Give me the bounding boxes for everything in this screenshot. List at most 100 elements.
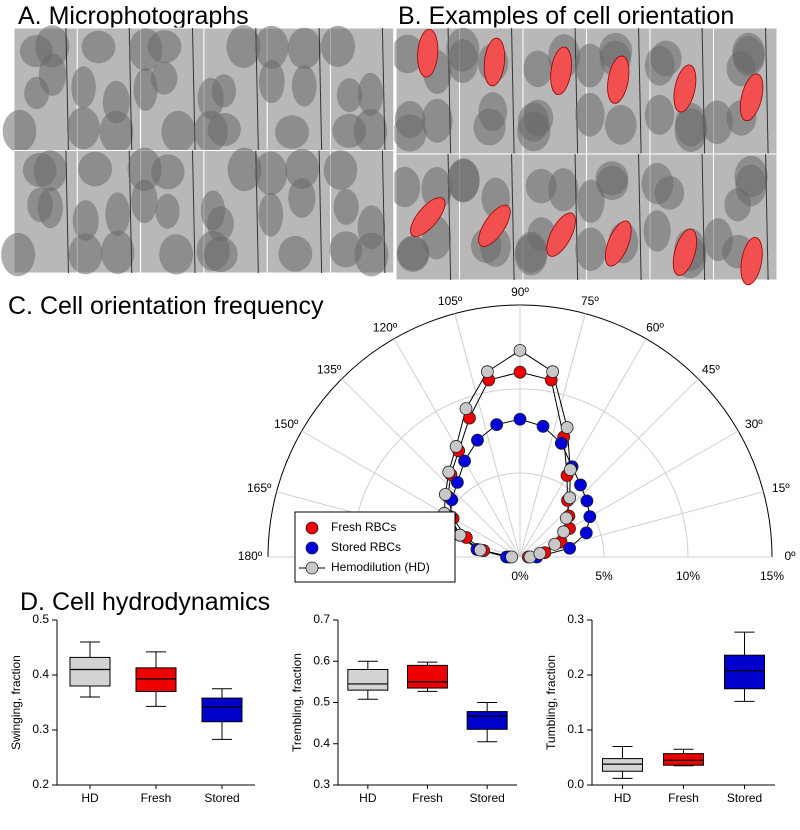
y-tick-label: 0.7 [313, 612, 330, 626]
photo-cell [19, 35, 53, 68]
photo-cell [446, 27, 480, 72]
r-tick-label: 0% [511, 569, 529, 583]
photo-cell [674, 108, 708, 152]
oriented-cell [410, 197, 446, 237]
photo-cell [548, 168, 579, 212]
panel-title: A. Microphotographs [18, 2, 249, 30]
series-point [546, 365, 560, 379]
box [69, 656, 111, 687]
oriented-cell [607, 55, 630, 104]
photo-cell [525, 168, 557, 204]
photo-cell [288, 177, 316, 218]
photo-cell [515, 231, 548, 273]
photo-cell [131, 179, 158, 224]
theta-tick-label: 180º [238, 549, 263, 563]
series-point [473, 543, 487, 557]
y-axis-label: Swinging, fraction [9, 655, 23, 750]
photo-cell [78, 151, 113, 187]
x-tick-label: HD [81, 791, 99, 805]
photo-cell [227, 147, 262, 192]
spoke [454, 313, 521, 558]
y-axis-label: Trembling, fraction [290, 653, 304, 752]
photo-cell [575, 227, 607, 271]
spoke [519, 338, 647, 558]
photo-cell [100, 230, 135, 275]
series-point [513, 412, 527, 426]
y-tick-label: 0.1 [567, 722, 584, 736]
series-point [533, 547, 547, 560]
photo-cell [478, 92, 508, 132]
panel-title: D. Cell hydrodynamics [20, 588, 270, 616]
series-point [557, 525, 571, 539]
photo-cell [517, 112, 551, 152]
theta-tick-label: 165º [247, 481, 272, 495]
oriented-cell [604, 220, 632, 267]
box [135, 667, 177, 692]
photo-cell [200, 190, 226, 231]
photo-cell [203, 236, 238, 273]
theta-tick-label: 15º [772, 481, 790, 495]
series-point [471, 433, 484, 447]
legend-label: Fresh RBCs [331, 520, 396, 534]
box [602, 758, 643, 772]
photo-cell [258, 60, 285, 104]
panel-title: C. Cell orientation frequency [8, 292, 324, 320]
photo-cell [155, 193, 180, 229]
theta-tick-label: 135º [317, 362, 342, 376]
y-tick-label: 0.0 [567, 777, 584, 791]
series-point [563, 541, 577, 555]
vessel-wall [381, 27, 386, 151]
photo-cell [447, 158, 480, 203]
y-tick-label: 0.5 [32, 612, 49, 626]
vessel-wall [638, 27, 642, 155]
photo-cell [2, 109, 37, 153]
vessel-wall [765, 27, 769, 155]
legend-label: Hemodilution (HD) [331, 560, 430, 574]
spoke [519, 378, 699, 558]
series-point [563, 491, 577, 505]
photo-cell [226, 25, 261, 69]
series-point [560, 421, 574, 434]
legend-marker [305, 561, 319, 575]
box [663, 753, 704, 766]
photo-cell [159, 234, 194, 275]
y-tick-label: 0.5 [313, 695, 330, 709]
legend-label: Stored RBCs [331, 540, 401, 554]
photo-cell [321, 25, 356, 67]
photo-cell [197, 77, 224, 120]
photo-cell [278, 235, 313, 272]
theta-tick-label: 30º [745, 417, 763, 431]
series-point [438, 487, 452, 501]
photo-cell [287, 27, 322, 70]
r-tick-label: 5% [595, 569, 613, 583]
vessel-wall [574, 27, 579, 155]
series-point [442, 465, 456, 479]
photo-cell [71, 66, 96, 109]
photo-cell [161, 110, 196, 153]
photo-cell [336, 78, 363, 113]
series-point [490, 418, 504, 432]
y-tick-label: 0.3 [567, 612, 584, 626]
photo-cell [396, 236, 430, 272]
vessel-wall [511, 27, 515, 155]
series-point [536, 419, 550, 433]
y-axis-label: Tumbling, fraction [544, 655, 558, 750]
photo-cell [127, 147, 162, 192]
photo-cell [1, 232, 36, 277]
photo-cell [254, 151, 288, 196]
box [724, 654, 765, 690]
box [466, 711, 508, 730]
x-tick-label: HD [359, 791, 377, 805]
photo-cell [644, 94, 675, 135]
vessel-wall [381, 150, 386, 274]
vessel-wall [701, 153, 706, 281]
series-point [459, 402, 473, 416]
series-point [450, 475, 464, 489]
x-tick-label: Fresh [141, 791, 172, 805]
photo-cell [732, 32, 765, 73]
vessel-wall [192, 150, 196, 274]
photo-cell [644, 45, 675, 86]
spoke [341, 378, 521, 558]
theta-tick-label: 75º [581, 294, 599, 308]
